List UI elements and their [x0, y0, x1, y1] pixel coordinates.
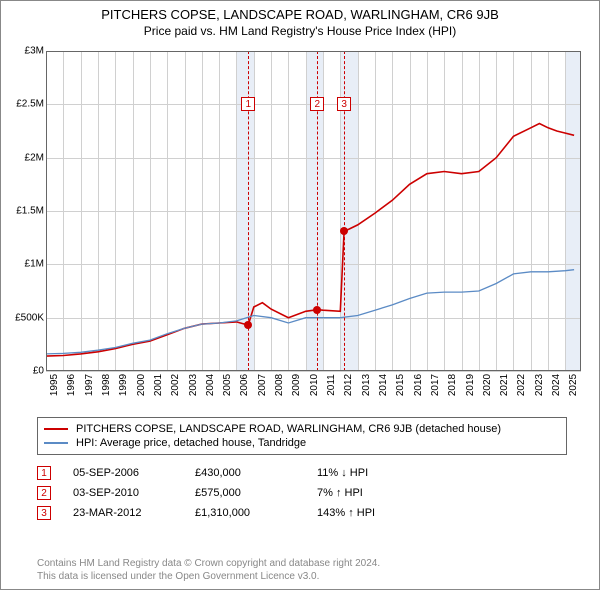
sale-hpi: 11% ↓ HPI [317, 467, 417, 479]
sale-index-box: 1 [37, 466, 51, 480]
legend-swatch [44, 428, 68, 430]
x-tick-label: 2024 [551, 374, 562, 396]
legend: PITCHERS COPSE, LANDSCAPE ROAD, WARLINGH… [37, 417, 567, 455]
y-tick-label: £0 [4, 366, 44, 377]
y-tick-label: £2M [4, 152, 44, 163]
y-tick-label: £1.5M [4, 206, 44, 217]
sale-price: £1,310,000 [195, 507, 295, 519]
gridline-horizontal [46, 371, 581, 372]
y-tick-label: £1M [4, 259, 44, 270]
legend-label: PITCHERS COPSE, LANDSCAPE ROAD, WARLINGH… [76, 423, 501, 435]
x-tick-label: 2010 [309, 374, 320, 396]
x-tick-label: 2007 [257, 374, 268, 396]
x-tick-label: 2011 [326, 374, 337, 396]
x-tick-label: 1996 [66, 374, 77, 396]
x-tick-label: 1995 [49, 374, 60, 396]
x-tick-label: 2013 [361, 374, 372, 396]
x-tick-label: 2004 [205, 374, 216, 396]
x-tick-label: 2006 [239, 374, 250, 396]
x-tick-label: 1998 [101, 374, 112, 396]
sale-row: 2 03-SEP-2010 £575,000 7% ↑ HPI [37, 483, 417, 503]
attribution-line1: Contains HM Land Registry data © Crown c… [37, 557, 380, 570]
x-tick-label: 2022 [516, 374, 527, 396]
x-tick-label: 2012 [343, 374, 354, 396]
sale-date: 03-SEP-2010 [73, 487, 173, 499]
sale-date: 05-SEP-2006 [73, 467, 173, 479]
x-tick-label: 2017 [430, 374, 441, 396]
x-tick-label: 2023 [534, 374, 545, 396]
x-tick-label: 2009 [291, 374, 302, 396]
attribution-line2: This data is licensed under the Open Gov… [37, 570, 380, 583]
x-tick-label: 2018 [447, 374, 458, 396]
x-tick-label: 2021 [499, 374, 510, 396]
sale-index-box: 3 [37, 506, 51, 520]
x-tick-label: 2016 [413, 374, 424, 396]
x-tick-label: 2008 [274, 374, 285, 396]
legend-row: HPI: Average price, detached house, Tand… [44, 436, 560, 450]
legend-label: HPI: Average price, detached house, Tand… [76, 437, 306, 449]
legend-row: PITCHERS COPSE, LANDSCAPE ROAD, WARLINGH… [44, 422, 560, 436]
x-tick-label: 1997 [84, 374, 95, 396]
x-tick-label: 2014 [378, 374, 389, 396]
y-tick-label: £3M [4, 46, 44, 57]
chart-container: PITCHERS COPSE, LANDSCAPE ROAD, WARLINGH… [0, 0, 600, 590]
x-tick-label: 2000 [136, 374, 147, 396]
x-tick-label: 2025 [568, 374, 579, 396]
y-tick-label: £500K [4, 312, 44, 323]
sales-table: 1 05-SEP-2006 £430,000 11% ↓ HPI 2 03-SEP-201… [37, 463, 417, 523]
sale-price: £430,000 [195, 467, 295, 479]
y-axis-ticks: £0£500K£1M£1.5M£2M£2.5M£3M [4, 51, 44, 371]
chart-plot-area: 123 £0£500K£1M£1.5M£2M£2.5M£3M 199519961… [46, 51, 581, 371]
sale-row: 3 23-MAR-2012 £1,310,000 143% ↑ HPI [37, 503, 417, 523]
x-tick-label: 2020 [482, 374, 493, 396]
sale-hpi: 143% ↑ HPI [317, 507, 417, 519]
x-tick-label: 2005 [222, 374, 233, 396]
x-tick-label: 2003 [188, 374, 199, 396]
sale-row: 1 05-SEP-2006 £430,000 11% ↓ HPI [37, 463, 417, 483]
x-tick-label: 2015 [395, 374, 406, 396]
sale-hpi: 7% ↑ HPI [317, 487, 417, 499]
attribution: Contains HM Land Registry data © Crown c… [37, 557, 380, 583]
sale-price: £575,000 [195, 487, 295, 499]
sale-date: 23-MAR-2012 [73, 507, 173, 519]
x-tick-label: 2019 [465, 374, 476, 396]
x-tick-label: 2002 [170, 374, 181, 396]
x-tick-label: 1999 [118, 374, 129, 396]
plot-border [46, 51, 581, 371]
title-sub: Price paid vs. HM Land Registry's House … [1, 24, 599, 38]
y-tick-label: £2.5M [4, 99, 44, 110]
x-tick-label: 2001 [153, 374, 164, 396]
legend-swatch [44, 442, 68, 444]
title-block: PITCHERS COPSE, LANDSCAPE ROAD, WARLINGH… [1, 1, 599, 40]
title-main: PITCHERS COPSE, LANDSCAPE ROAD, WARLINGH… [1, 7, 599, 22]
sale-index-box: 2 [37, 486, 51, 500]
